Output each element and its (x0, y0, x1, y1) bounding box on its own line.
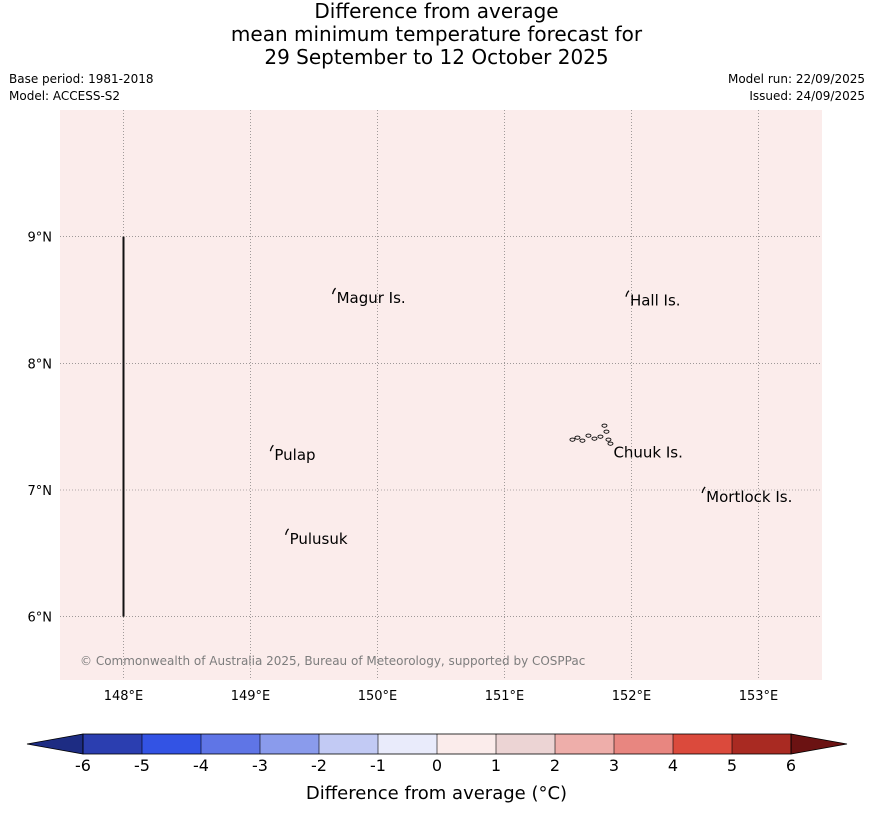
colorbar-bin (142, 734, 201, 754)
place-marker (569, 423, 614, 446)
island-outline (601, 423, 608, 428)
colorbar-frame (82, 733, 792, 755)
island-outline (284, 528, 290, 535)
lon-tick-label: 148°E (104, 689, 144, 700)
colorbar-label: Difference from average (°C) (305, 783, 568, 804)
lat-tick-label: 6°N (28, 611, 53, 626)
lon-tick-label: 150°E (358, 689, 398, 700)
map-title: Difference from average mean minimum tem… (0, 0, 873, 69)
island-outline (607, 441, 614, 446)
colorbar-tick-label: -5 (134, 756, 150, 775)
lat-tick-label: 8°N (28, 357, 53, 372)
place-label: Chuuk Is. (613, 444, 682, 462)
lon-tick-label: 153°E (739, 689, 779, 700)
map-background (60, 110, 822, 680)
colorbar-bin (673, 734, 732, 754)
place-marker (625, 290, 630, 297)
title-line-2: mean minimum temperature forecast for (230, 22, 643, 46)
place-label: Mortlock Is. (706, 488, 792, 506)
lat-tick-label: 7°N (28, 484, 53, 499)
colorbar-tick-label: 4 (668, 756, 678, 775)
island-outline (603, 429, 610, 434)
island-outline (605, 437, 612, 442)
island-outline (591, 436, 598, 441)
model-run-text: Model run: 22/09/2025 (727, 72, 865, 86)
colorbar-tick-label: 3 (609, 756, 619, 775)
colorbar-bin (437, 734, 496, 754)
colorbar-tick-label: -1 (370, 756, 386, 775)
colorbar-tick-label: 5 (727, 756, 737, 775)
colorbar-low-extend (26, 733, 84, 755)
place-label: Pulap (274, 446, 315, 464)
colorbar-tick-label: 2 (550, 756, 560, 775)
model-text: Model: ACCESS-S2 (9, 89, 121, 103)
colorbar-bin (496, 734, 555, 754)
colorbar-high-extend (790, 733, 848, 755)
lon-tick-label: 151°E (485, 689, 525, 700)
place-label: Magur Is. (337, 289, 406, 307)
meta-left: Base period: 1981-2018 Model: ACCESS-S2 (9, 71, 154, 105)
meta-right: Model run: 22/09/2025 Issued: 24/09/2025 (728, 71, 865, 105)
base-period-text: Base period: 1981-2018 (9, 72, 154, 86)
place-label: Pulusuk (290, 530, 348, 548)
colorbar-tick-label: -6 (75, 756, 91, 775)
colorbar-bin (614, 734, 673, 754)
colorbar-tick-label: -4 (193, 756, 209, 775)
island-outline (269, 444, 274, 452)
colorbar-bin (83, 734, 142, 754)
place-marker (331, 287, 337, 295)
map-plot: 148°E 149°E 150°E 151°E 152°E 153°E 9°N 8°N 7°N 6… (28, 110, 822, 700)
title-line-3: 29 September to 12 October 2025 (264, 45, 609, 69)
colorbar-bin (732, 734, 791, 754)
island-outline (569, 437, 576, 442)
colorbar-bin (319, 734, 378, 754)
island-outline (574, 435, 581, 440)
colorbar-tick-label: -3 (252, 756, 268, 775)
colorbar-bin (260, 734, 319, 754)
island-outline (579, 438, 586, 443)
island-outline (331, 287, 337, 295)
copyright-text: © Commonwealth of Australia 2025, Bureau… (80, 654, 585, 668)
island-outline (701, 486, 706, 494)
colorbar-tick-label: 6 (786, 756, 796, 775)
lon-tick-label: 152°E (612, 689, 652, 700)
place-marker (284, 528, 290, 535)
lat-tick-label: 9°N (28, 231, 53, 246)
issued-text: Issued: 24/09/2025 (749, 89, 865, 103)
lon-tick-label: 149°E (231, 689, 271, 700)
colorbar-bin (201, 734, 260, 754)
title-line-1: Difference from average (314, 0, 559, 23)
colorbar-bin (378, 734, 437, 754)
place-marker (269, 444, 274, 452)
place-label: Hall Is. (630, 292, 681, 310)
place-marker (701, 486, 706, 494)
colorbar-tick-label: 1 (491, 756, 501, 775)
island-outline (625, 290, 630, 297)
colorbar-bin (555, 734, 614, 754)
colorbar-tick-label: -2 (311, 756, 327, 775)
island-outline (597, 434, 604, 439)
colorbar-tick-label: 0 (432, 756, 442, 775)
island-outline (585, 433, 592, 438)
